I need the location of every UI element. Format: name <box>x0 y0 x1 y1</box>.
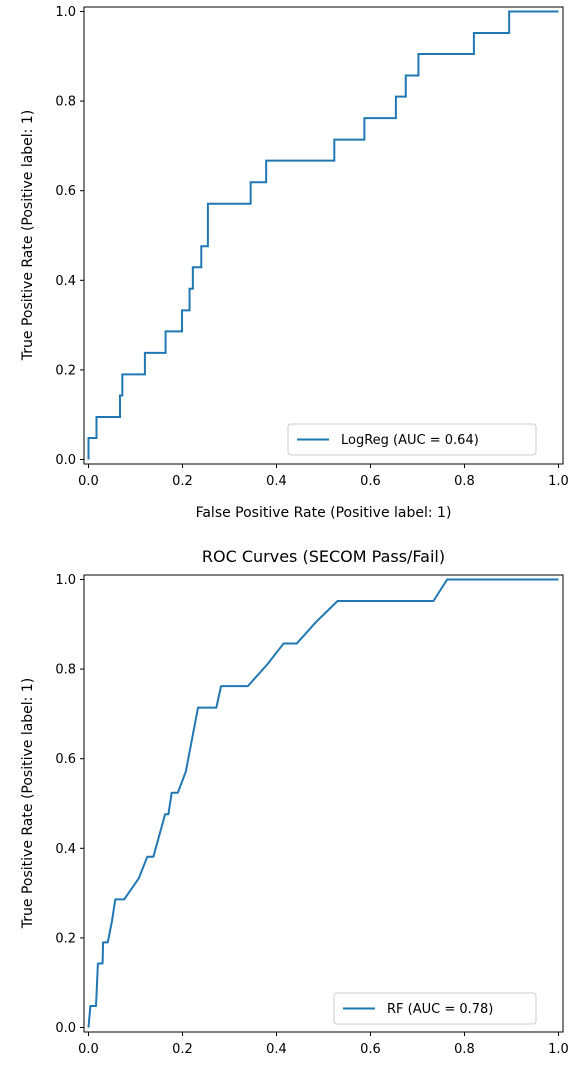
legend-label: RF (AUC = 0.78) <box>387 1002 493 1017</box>
plot-area <box>84 575 563 1032</box>
logreg-roc-line <box>87 10 559 460</box>
x-tick-label: 0.0 <box>78 1042 99 1057</box>
y-tick-label: 0.2 <box>55 363 76 378</box>
y-tick-label: 0.6 <box>55 184 76 199</box>
rf-roc-line <box>87 578 559 1028</box>
y-axis-label: True Positive Rate (Positive label: 1) <box>20 678 36 929</box>
y-tick-label: 0.8 <box>55 663 76 678</box>
y-tick-label: 0.8 <box>55 95 76 110</box>
legend-label: LogReg (AUC = 0.64) <box>341 433 479 448</box>
y-tick-label: 0.0 <box>55 1021 76 1036</box>
roc-plot-logreg: 0.0 0.2 0.4 0.6 0.8 1.0 0.0 0.2 0.4 0.6 0.8 1.0 Fa… <box>20 5 569 521</box>
legend: LogReg (AUC = 0.64) <box>287 423 537 456</box>
y-tick-label: 0.4 <box>55 842 76 857</box>
x-tick-label: 0.8 <box>454 474 475 489</box>
x-tick-label: 1.0 <box>548 474 569 489</box>
y-tick-label: 0.2 <box>55 931 76 946</box>
y-tick-label: 1.0 <box>55 5 76 20</box>
x-axis-ticks: 0.0 0.2 0.4 0.6 0.8 1.0 <box>78 464 569 489</box>
legend: RF (AUC = 0.78) <box>333 992 537 1025</box>
y-tick-label: 0.6 <box>55 752 76 767</box>
x-tick-label: 0.4 <box>266 474 287 489</box>
y-tick-label: 0.4 <box>55 274 76 289</box>
plot-area <box>84 7 563 464</box>
chart-title: ROC Curves (SECOM Pass/Fail) <box>202 547 445 566</box>
x-axis-label: False Positive Rate (Positive label: 1) <box>196 505 452 521</box>
y-tick-label: 1.0 <box>55 573 76 588</box>
x-tick-label: 0.2 <box>172 1042 193 1057</box>
y-axis-ticks: 0.0 0.2 0.4 0.6 0.8 1.0 <box>55 573 84 1036</box>
y-axis-ticks: 0.0 0.2 0.4 0.6 0.8 1.0 <box>55 5 84 468</box>
y-axis-label: True Positive Rate (Positive label: 1) <box>20 110 36 361</box>
y-tick-label: 0.0 <box>55 453 76 468</box>
x-tick-label: 0.6 <box>360 474 381 489</box>
legend-box <box>333 992 537 1025</box>
plot-frame <box>83 574 564 1033</box>
x-tick-label: 0.2 <box>172 474 193 489</box>
legend-box <box>287 423 537 456</box>
roc-plot-rf: ROC Curves (SECOM Pass/Fail) 0.00.20.40.… <box>20 547 569 1057</box>
x-tick-label: 1.0 <box>548 1042 569 1057</box>
plot-frame <box>83 6 564 465</box>
x-tick-label: 0.4 <box>266 1042 287 1057</box>
x-axis-ticks: 0.0 0.2 0.4 0.6 0.8 1.0 <box>78 1032 569 1057</box>
x-tick-label: 0.0 <box>78 474 99 489</box>
x-tick-label: 0.6 <box>360 1042 381 1057</box>
x-tick-label: 0.8 <box>454 1042 475 1057</box>
